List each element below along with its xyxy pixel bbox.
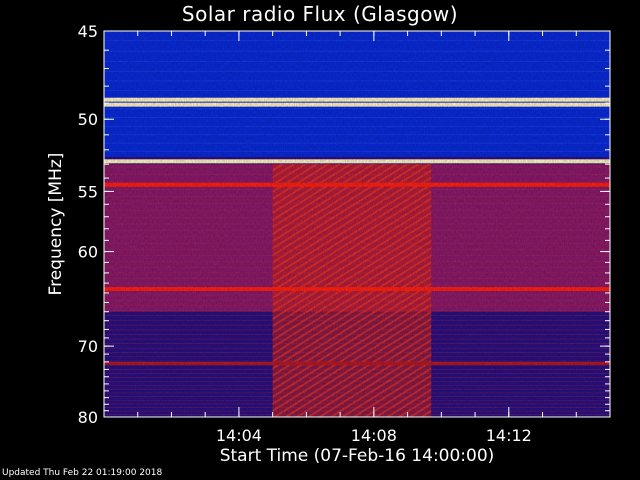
x-tick-label: 14:12 [486,426,532,445]
noise-overlay [104,31,610,417]
chart-title: Solar radio Flux (Glasgow) [181,2,459,26]
y-tick-label: 45 [78,22,98,41]
x-tick-label: 14:04 [216,426,262,445]
updated-timestamp: Updated Thu Feb 22 01:19:00 2018 [2,468,163,478]
y-tick-label: 70 [78,337,98,356]
y-tick-label: 60 [78,243,98,262]
x-tick-label: 14:08 [351,426,397,445]
y-tick-label: 80 [78,408,98,427]
plot-frame [103,30,611,418]
y-tick-label: 55 [78,182,98,201]
y-tick-label: 50 [78,110,98,129]
x-axis-label: Start Time (07-Feb-16 14:00:00) [219,446,495,466]
